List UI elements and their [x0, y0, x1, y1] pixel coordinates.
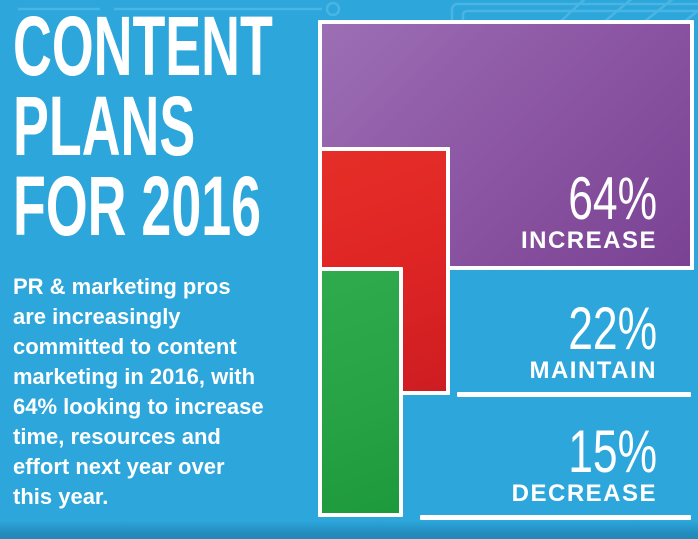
intro-line: effort next year over — [13, 454, 225, 479]
bottom-shade-strip — [0, 521, 698, 539]
intro-line: are increasingly — [13, 304, 181, 329]
stat-maintain-label: MAINTAIN — [529, 357, 657, 384]
maintain-underline — [457, 392, 691, 397]
stat-increase-label: INCREASE — [520, 227, 657, 254]
title-line-3: FOR 2016 — [13, 159, 262, 253]
intro-line: time, resources and — [13, 424, 221, 449]
stat-maintain: 22% MAINTAIN — [529, 295, 657, 384]
intro-paragraph: PR & marketing pros are increasingly com… — [13, 272, 333, 512]
intro-line: marketing in 2016, with — [13, 364, 256, 389]
circuit-pattern-decoration — [18, 0, 698, 23]
decrease-underline — [420, 515, 691, 520]
stat-decrease: 15% DECREASE — [511, 418, 657, 507]
intro-line: this year. — [13, 484, 109, 509]
page-title: CONTENT PLANS FOR 2016 — [13, 0, 313, 253]
title-line-2: PLANS — [13, 79, 196, 173]
stat-increase-value: 64% — [568, 165, 657, 232]
intro-line: 64% looking to increase — [13, 394, 264, 419]
stat-maintain-value: 22% — [568, 295, 657, 362]
title-line-1: CONTENT — [13, 0, 273, 93]
stat-decrease-value: 15% — [568, 418, 657, 485]
stat-increase: 64% INCREASE — [520, 165, 657, 254]
intro-line: committed to content — [13, 334, 237, 359]
intro-line: PR & marketing pros — [13, 274, 231, 299]
decrease-bar — [318, 267, 403, 517]
stat-decrease-label: DECREASE — [511, 480, 657, 507]
left-column: CONTENT PLANS FOR 2016 — [13, 0, 313, 253]
